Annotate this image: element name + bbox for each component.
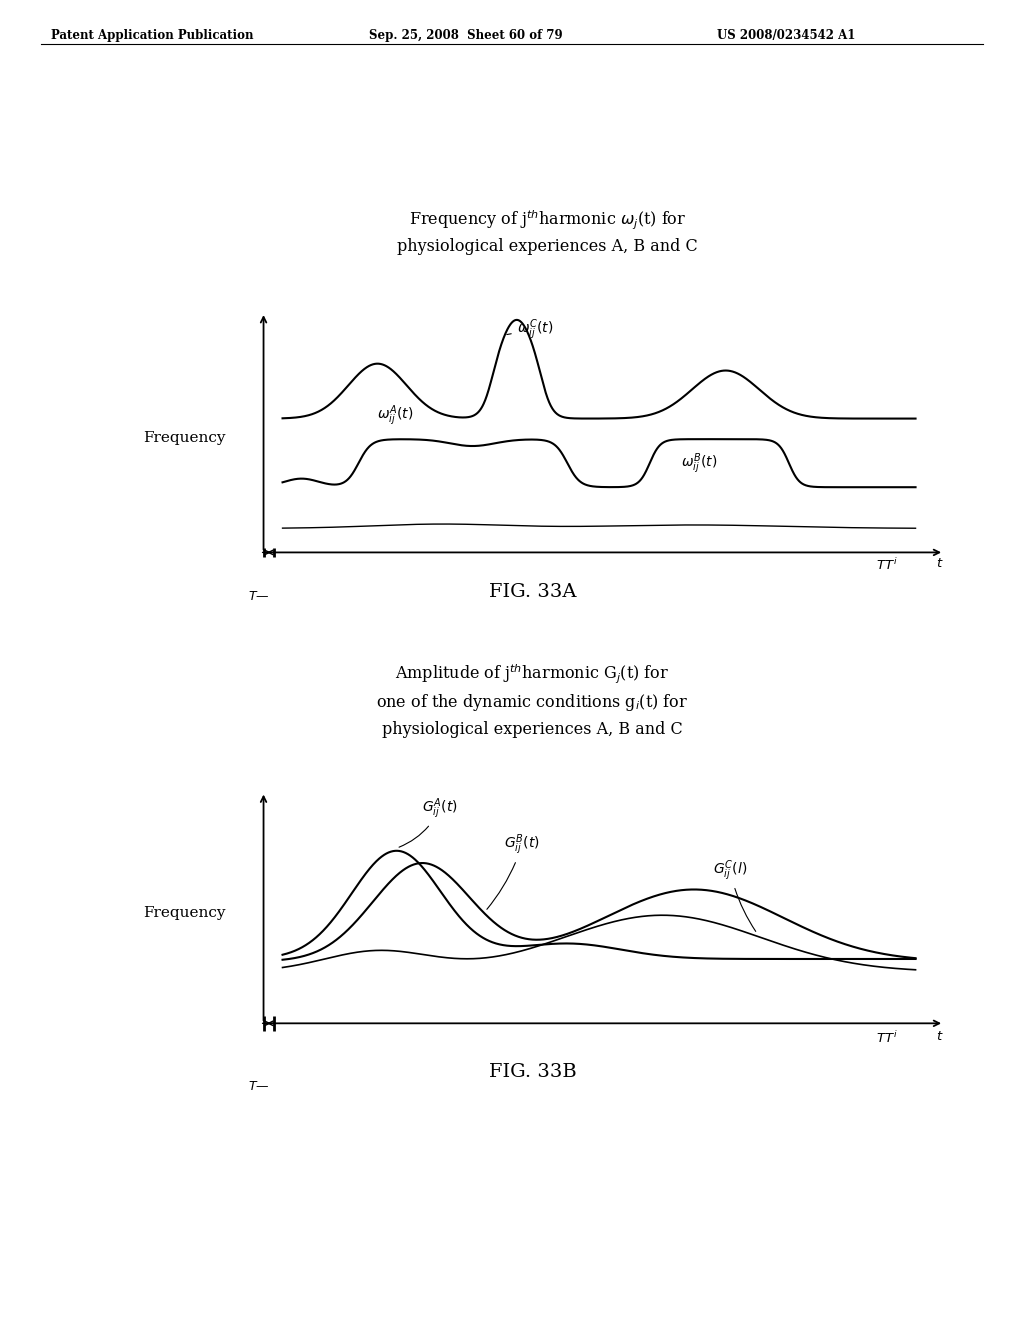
Text: one of the dynamic conditions g$_i$(t) for: one of the dynamic conditions g$_i$(t) f… xyxy=(377,692,688,713)
Text: Amplitude of j$^{th}$harmonic G$_j$(t) for: Amplitude of j$^{th}$harmonic G$_j$(t) f… xyxy=(395,663,670,686)
Text: FIG. 33A: FIG. 33A xyxy=(488,583,577,602)
Text: US 2008/0234542 A1: US 2008/0234542 A1 xyxy=(717,29,855,42)
Text: $G^A_{ij}(t)$: $G^A_{ij}(t)$ xyxy=(399,797,458,847)
Text: $\omega^A_{ij}(t)$: $\omega^A_{ij}(t)$ xyxy=(378,403,414,428)
Text: $G^B_{ij}(t)$: $G^B_{ij}(t)$ xyxy=(486,833,540,909)
Text: $G^C_{ij}(l)$: $G^C_{ij}(l)$ xyxy=(713,858,756,932)
Text: Frequency: Frequency xyxy=(143,432,225,445)
Text: $\omega^B_{ij}(t)$: $\omega^B_{ij}(t)$ xyxy=(681,451,718,475)
Text: Patent Application Publication: Patent Application Publication xyxy=(51,29,254,42)
Text: $TT^i$: $TT^i$ xyxy=(877,1030,898,1045)
Text: $t$: $t$ xyxy=(936,1030,943,1043)
Text: physiological experiences A, B and C: physiological experiences A, B and C xyxy=(397,238,698,255)
Text: Sep. 25, 2008  Sheet 60 of 79: Sep. 25, 2008 Sheet 60 of 79 xyxy=(369,29,562,42)
Text: $T$—: $T$— xyxy=(248,590,269,603)
Text: physiological experiences A, B and C: physiological experiences A, B and C xyxy=(382,721,683,738)
Text: $t$: $t$ xyxy=(936,557,943,570)
Text: $T$—: $T$— xyxy=(248,1080,269,1093)
Text: $TT^i$: $TT^i$ xyxy=(877,557,898,573)
Text: FIG. 33B: FIG. 33B xyxy=(488,1063,577,1081)
Text: Frequency of j$^{th}$harmonic $\omega_j$(t) for: Frequency of j$^{th}$harmonic $\omega_j$… xyxy=(410,209,686,232)
Text: Frequency: Frequency xyxy=(143,907,225,920)
Text: $\omega^C_{ij}(t)$: $\omega^C_{ij}(t)$ xyxy=(507,317,553,342)
